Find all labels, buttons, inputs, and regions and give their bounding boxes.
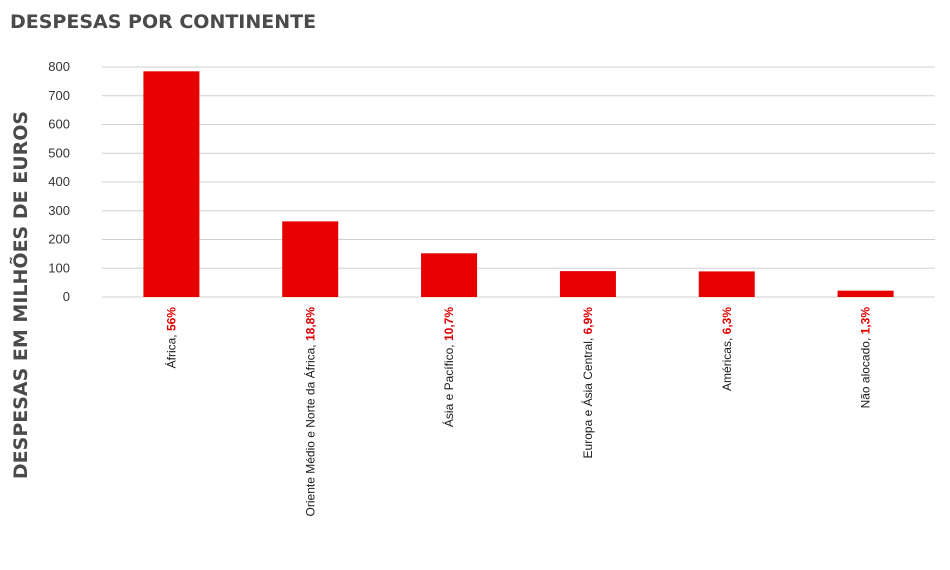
category-share: 18,8% — [303, 307, 317, 341]
bar — [143, 71, 200, 297]
y-tick-label: 600 — [48, 117, 70, 132]
chart-title: DESPESAS POR CONTINENTE — [10, 11, 317, 33]
category-name: Ásia e Pacífico, — [441, 341, 456, 427]
category-name: Américas, — [720, 334, 734, 391]
x-tick-label: Não alocado, 1,3% — [859, 307, 873, 409]
y-tick-label: 800 — [48, 59, 70, 74]
x-tick-label: Europa e Ásia Central, 6,9% — [580, 307, 595, 459]
category-name: África, — [163, 331, 178, 368]
y-tick-label: 200 — [48, 232, 70, 247]
grid-lines — [102, 66, 935, 298]
y-tick-label: 100 — [48, 260, 70, 275]
category-share: 6,9% — [581, 307, 595, 335]
bar — [837, 290, 894, 297]
category-share: 1,3% — [859, 307, 873, 335]
bars — [143, 71, 894, 297]
bar — [559, 271, 616, 297]
y-tick-label: 0 — [63, 289, 70, 304]
x-axis-labels: África, 56% Oriente Médio e Norte da Áfri… — [163, 307, 872, 517]
y-tick-label: 500 — [48, 145, 70, 160]
category-name: Oriente Médio e Norte da África, — [302, 341, 317, 516]
bar — [421, 253, 478, 297]
x-tick-label: Oriente Médio e Norte da África, 18,8% — [302, 307, 317, 517]
category-name: Europa e Ásia Central, — [580, 334, 595, 458]
category-share: 10,7% — [442, 307, 456, 341]
y-axis-ticks: 0 100 200 300 400 500 600 700 800 — [48, 59, 70, 304]
category-share: 6,3% — [720, 307, 734, 335]
category-share: 56% — [164, 307, 178, 331]
y-tick-label: 700 — [48, 88, 70, 103]
bar — [282, 221, 339, 297]
y-tick-label: 300 — [48, 203, 70, 218]
y-tick-label: 400 — [48, 174, 70, 189]
y-axis-label: DESPESAS EM MILHÕES DE EUROS — [8, 111, 32, 479]
x-tick-label: Américas, 6,3% — [720, 307, 734, 391]
x-tick-label: África, 56% — [163, 307, 178, 369]
category-name: Não alocado, — [859, 334, 873, 408]
x-tick-label: Ásia e Pacífico, 10,7% — [441, 307, 456, 427]
bar — [698, 271, 755, 297]
